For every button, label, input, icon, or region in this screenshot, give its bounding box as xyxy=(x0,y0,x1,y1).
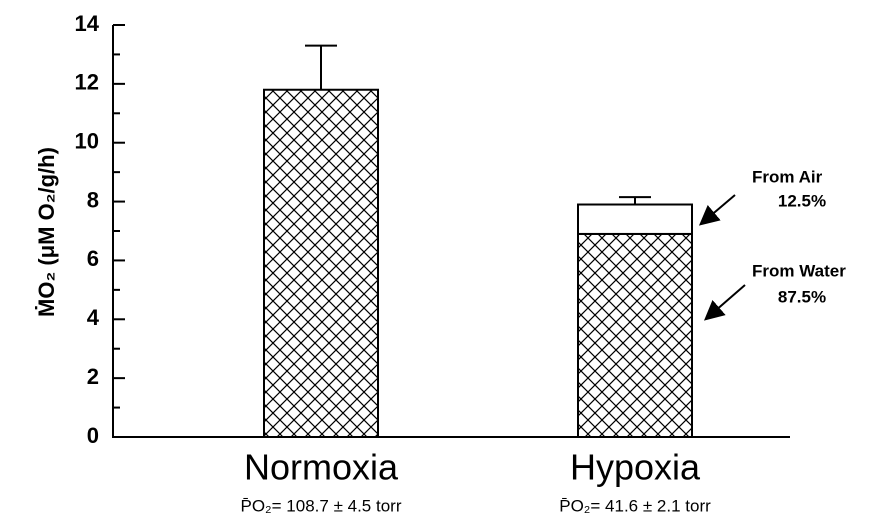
bar-segment xyxy=(577,203,693,235)
y-tick-label: 2 xyxy=(87,364,99,389)
y-tick-label: 0 xyxy=(87,423,99,448)
x-sublabel: P̄O₂= 41.6 ± 2.1 torr xyxy=(559,496,711,515)
y-tick-label: 6 xyxy=(87,246,99,271)
bar-segment xyxy=(577,232,693,438)
x-sublabel: P̄O₂= 108.7 ± 4.5 torr xyxy=(241,496,402,515)
annotation: From Water xyxy=(752,261,846,280)
annotation-arrow xyxy=(703,284,746,321)
annotation-arrow xyxy=(698,194,736,226)
x-tick-label: Normoxia xyxy=(244,447,399,488)
x-tick-label: Hypoxia xyxy=(570,447,701,488)
y-tick-label: 4 xyxy=(87,305,100,330)
annotation-share: 12.5% xyxy=(778,191,826,210)
y-tick-label: 10 xyxy=(75,129,99,154)
y-axis-label: ṀO₂ (μM O₂/g/h) xyxy=(34,147,59,317)
annotation: From Air xyxy=(752,167,823,186)
y-tick-label: 12 xyxy=(75,70,99,95)
y-tick-label: 8 xyxy=(87,187,99,212)
bar-segment xyxy=(263,88,379,438)
annotation-share: 87.5% xyxy=(778,287,826,306)
y-tick-label: 14 xyxy=(75,11,100,36)
